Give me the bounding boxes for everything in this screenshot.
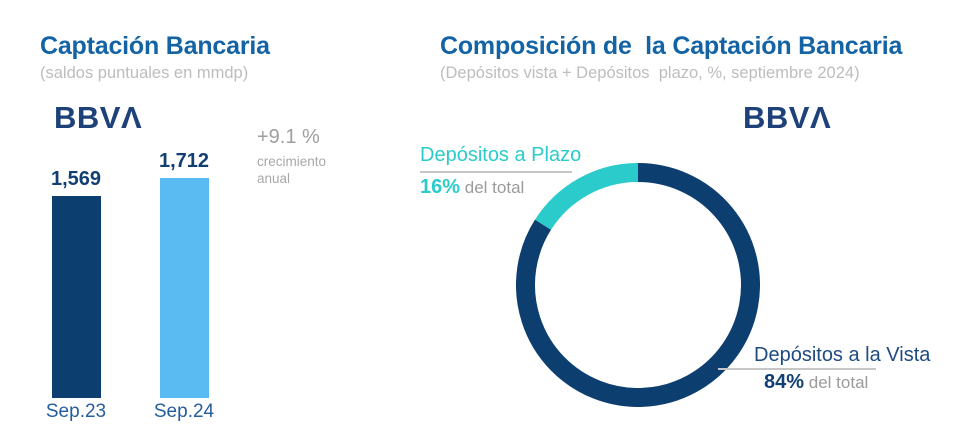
plazo-percent-line: 16% del total — [420, 176, 581, 199]
right-chart-subtitle: (Depósitos vista + Depósitos plazo, %, s… — [440, 64, 860, 82]
donut-slice-vista — [516, 163, 760, 407]
left-chart-title: Captación Bancaria — [40, 32, 270, 60]
bar-category-sep24: Sep.24 — [153, 401, 215, 422]
plazo-callout: Depósitos a Plazo 16% del total — [420, 144, 581, 199]
growth-percent: +9.1 % — [257, 126, 320, 148]
bbva-logo-left: BBVΛ — [54, 100, 143, 135]
vista-leader-line — [718, 368, 876, 370]
bar-value-sep24: 1,712 — [158, 150, 210, 172]
right-chart-title: Composición de la Captación Bancaria — [440, 32, 903, 60]
donut-slice-plazo — [534, 163, 639, 231]
plazo-percent: 16% — [420, 176, 461, 198]
bar-category-sep23: Sep.23 — [45, 401, 107, 422]
growth-text-line1: crecimiento — [257, 154, 327, 169]
growth-text-line2: anual — [257, 170, 291, 186]
plazo-percent-suffix: del total — [464, 178, 525, 197]
vista-percent-line: 84% del total — [764, 371, 868, 394]
left-chart-subtitle: (saldos puntuales en mmdp) — [40, 64, 249, 82]
plazo-label: Depósitos a Plazo — [420, 144, 582, 166]
vista-percent-suffix: del total — [808, 373, 869, 392]
bar-sep23 — [52, 196, 101, 398]
vista-label: Depósitos a la Vista — [754, 344, 931, 366]
plazo-underline — [420, 171, 572, 173]
vista-percent: 84% — [764, 371, 805, 393]
bar-value-sep23: 1,569 — [50, 168, 102, 190]
bar-sep24 — [160, 178, 209, 398]
growth-annotation: +9.1 % crecimiento anual — [257, 126, 326, 188]
bbva-logo-right: BBVΛ — [743, 100, 832, 135]
donut-chart — [516, 163, 760, 407]
